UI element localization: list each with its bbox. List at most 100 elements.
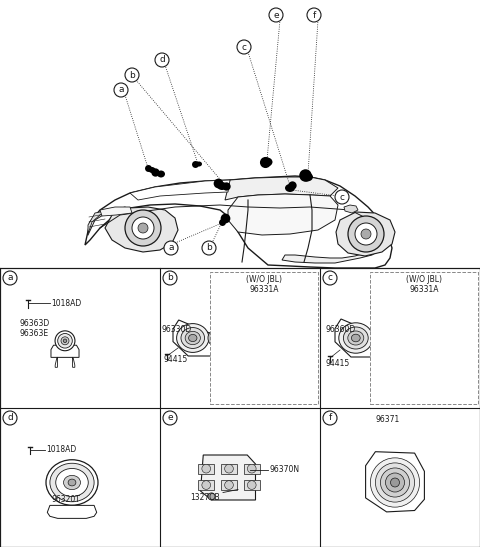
- Text: 96371: 96371: [375, 416, 399, 424]
- Text: e: e: [167, 414, 173, 422]
- Polygon shape: [201, 455, 255, 500]
- Circle shape: [125, 210, 161, 246]
- Circle shape: [323, 271, 337, 285]
- Text: f: f: [312, 10, 316, 20]
- Text: f: f: [328, 414, 332, 422]
- Circle shape: [371, 458, 420, 507]
- Polygon shape: [366, 452, 424, 512]
- Ellipse shape: [256, 333, 282, 353]
- Polygon shape: [336, 212, 395, 256]
- Circle shape: [138, 223, 148, 233]
- Polygon shape: [105, 207, 178, 252]
- Bar: [198, 464, 214, 474]
- Ellipse shape: [290, 335, 300, 351]
- Ellipse shape: [348, 331, 364, 345]
- Circle shape: [307, 8, 321, 22]
- Circle shape: [323, 411, 337, 425]
- Text: 96363D: 96363D: [20, 318, 50, 328]
- Circle shape: [375, 463, 415, 502]
- Polygon shape: [72, 357, 75, 367]
- Circle shape: [3, 271, 17, 285]
- Polygon shape: [48, 505, 96, 519]
- Ellipse shape: [148, 167, 156, 173]
- Circle shape: [61, 337, 69, 345]
- Ellipse shape: [63, 475, 81, 490]
- Text: (W/O JBL): (W/O JBL): [246, 275, 282, 284]
- Circle shape: [381, 468, 409, 497]
- Text: (W/O JBL): (W/O JBL): [406, 275, 442, 284]
- Circle shape: [3, 411, 17, 425]
- Circle shape: [63, 339, 67, 342]
- Circle shape: [237, 40, 251, 54]
- Ellipse shape: [196, 161, 202, 166]
- Circle shape: [269, 8, 283, 22]
- Polygon shape: [85, 279, 392, 371]
- Text: b: b: [167, 274, 173, 282]
- Text: a: a: [168, 243, 174, 253]
- Circle shape: [114, 83, 128, 97]
- Text: 96363E: 96363E: [20, 329, 49, 339]
- Ellipse shape: [252, 329, 287, 357]
- Circle shape: [125, 68, 139, 82]
- Ellipse shape: [46, 459, 98, 505]
- Polygon shape: [100, 207, 132, 216]
- Ellipse shape: [181, 328, 204, 348]
- Ellipse shape: [261, 336, 277, 350]
- Circle shape: [247, 481, 256, 490]
- Text: a: a: [7, 274, 13, 282]
- Text: 1327CB: 1327CB: [190, 493, 220, 502]
- Text: b: b: [206, 243, 212, 253]
- Text: 96360D: 96360D: [326, 325, 356, 335]
- Bar: [221, 464, 237, 474]
- Ellipse shape: [424, 338, 434, 348]
- Circle shape: [361, 229, 371, 239]
- Ellipse shape: [185, 331, 200, 345]
- Bar: [244, 464, 260, 474]
- Bar: [198, 480, 214, 490]
- Circle shape: [335, 190, 349, 204]
- Ellipse shape: [420, 334, 438, 352]
- Circle shape: [55, 331, 75, 351]
- Circle shape: [132, 217, 154, 239]
- Circle shape: [163, 411, 177, 425]
- Ellipse shape: [343, 327, 368, 349]
- Circle shape: [155, 53, 169, 67]
- Text: d: d: [7, 414, 13, 422]
- Circle shape: [202, 464, 211, 473]
- Polygon shape: [51, 345, 79, 357]
- Bar: [0, 268, 480, 547]
- Circle shape: [163, 271, 177, 285]
- Ellipse shape: [217, 182, 227, 190]
- Bar: [221, 480, 237, 490]
- Polygon shape: [412, 327, 446, 359]
- Polygon shape: [130, 180, 230, 200]
- Ellipse shape: [189, 334, 197, 341]
- Circle shape: [225, 481, 233, 490]
- Polygon shape: [247, 322, 293, 364]
- Ellipse shape: [372, 331, 380, 345]
- Text: 1018AD: 1018AD: [46, 445, 76, 454]
- Text: 96330D: 96330D: [162, 325, 192, 335]
- Ellipse shape: [262, 158, 273, 166]
- Polygon shape: [282, 245, 384, 263]
- Text: 96370N: 96370N: [270, 465, 300, 474]
- Text: 96331A: 96331A: [409, 285, 439, 294]
- Polygon shape: [85, 176, 392, 268]
- Circle shape: [348, 216, 384, 252]
- Ellipse shape: [285, 184, 295, 192]
- Bar: [244, 480, 260, 490]
- Circle shape: [355, 223, 377, 245]
- Circle shape: [225, 464, 233, 473]
- Circle shape: [202, 241, 216, 255]
- Ellipse shape: [208, 331, 216, 344]
- Ellipse shape: [265, 340, 273, 346]
- Circle shape: [208, 493, 215, 500]
- Ellipse shape: [339, 323, 373, 353]
- Ellipse shape: [416, 330, 442, 356]
- Text: c: c: [327, 274, 333, 282]
- Text: e: e: [273, 10, 279, 20]
- Ellipse shape: [68, 479, 76, 486]
- Circle shape: [58, 334, 72, 348]
- Polygon shape: [173, 320, 213, 356]
- Polygon shape: [88, 210, 110, 234]
